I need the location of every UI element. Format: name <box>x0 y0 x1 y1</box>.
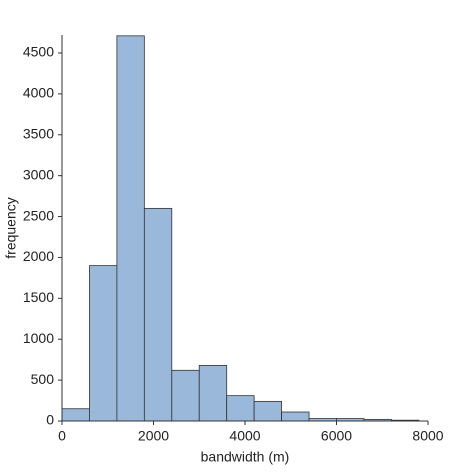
x-tick-label: 8000 <box>412 428 443 444</box>
bar <box>198 364 228 422</box>
x-tick-label: 2000 <box>138 428 169 444</box>
bar <box>89 265 118 422</box>
y-tick-label: 2500 <box>23 207 54 223</box>
bar <box>61 408 90 422</box>
x-tick-label: 4000 <box>229 428 260 444</box>
y-tick-label: 3500 <box>23 125 54 141</box>
x-tick-label: 6000 <box>321 428 352 444</box>
y-tick-label: 0 <box>46 412 54 428</box>
y-tick-label: 4000 <box>23 85 54 101</box>
y-axis-label: frequency <box>3 197 19 258</box>
y-tick-label: 1500 <box>23 289 54 305</box>
bar <box>143 207 173 422</box>
x-tick-label: 0 <box>58 428 66 444</box>
y-tick-label: 1000 <box>23 330 54 346</box>
bar <box>171 369 200 422</box>
y-tick-label: 500 <box>31 371 55 387</box>
y-tick-label: 2000 <box>23 248 54 264</box>
bar <box>281 411 310 422</box>
bar <box>116 35 145 422</box>
bar <box>226 395 255 422</box>
y-tick-label: 3000 <box>23 166 54 182</box>
bar <box>253 400 282 422</box>
y-tick-label: 4500 <box>23 44 54 60</box>
x-axis-label: bandwidth (m) <box>201 449 290 465</box>
